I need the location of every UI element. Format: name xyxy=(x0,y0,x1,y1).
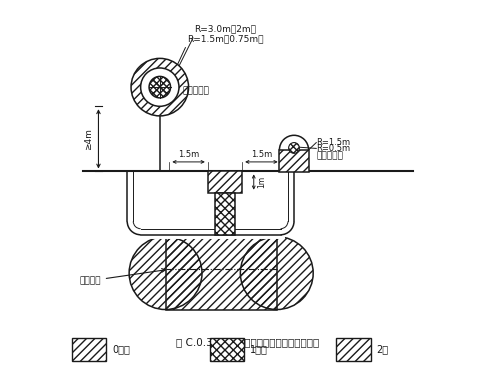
Circle shape xyxy=(141,68,179,106)
Text: 0区；: 0区； xyxy=(112,344,130,354)
Ellipse shape xyxy=(129,237,202,310)
Text: 图 C.0.3  埋地卧式汽油储罐爆炸危险区域划分: 图 C.0.3 埋地卧式汽油储罐爆炸危险区域划分 xyxy=(177,337,319,347)
Circle shape xyxy=(149,76,171,98)
Text: ≥4m: ≥4m xyxy=(84,128,93,150)
Text: 1m: 1m xyxy=(257,176,266,188)
Text: 1区；: 1区； xyxy=(250,344,268,354)
Circle shape xyxy=(131,58,188,116)
Text: 1.5m: 1.5m xyxy=(178,150,199,159)
Bar xyxy=(336,338,371,361)
Text: 密闭卸油口: 密闭卸油口 xyxy=(316,151,343,160)
Text: 通气管管口: 通气管管口 xyxy=(183,86,210,95)
FancyBboxPatch shape xyxy=(208,172,242,193)
FancyBboxPatch shape xyxy=(166,237,277,310)
Bar xyxy=(210,338,244,361)
FancyBboxPatch shape xyxy=(215,193,235,235)
Ellipse shape xyxy=(241,237,313,310)
Text: R=0.5m: R=0.5m xyxy=(316,144,350,153)
Text: R=1.5m: R=1.5m xyxy=(316,138,350,147)
Text: 1.5m: 1.5m xyxy=(251,150,272,159)
Text: R=1.5m（0.75m）: R=1.5m（0.75m） xyxy=(186,34,263,43)
Text: 液体表面: 液体表面 xyxy=(79,268,165,285)
Bar xyxy=(71,338,106,361)
FancyBboxPatch shape xyxy=(279,153,309,172)
Text: 2区: 2区 xyxy=(376,344,388,354)
Circle shape xyxy=(289,143,300,153)
Text: R=3.0m（2m）: R=3.0m（2m） xyxy=(194,25,256,33)
